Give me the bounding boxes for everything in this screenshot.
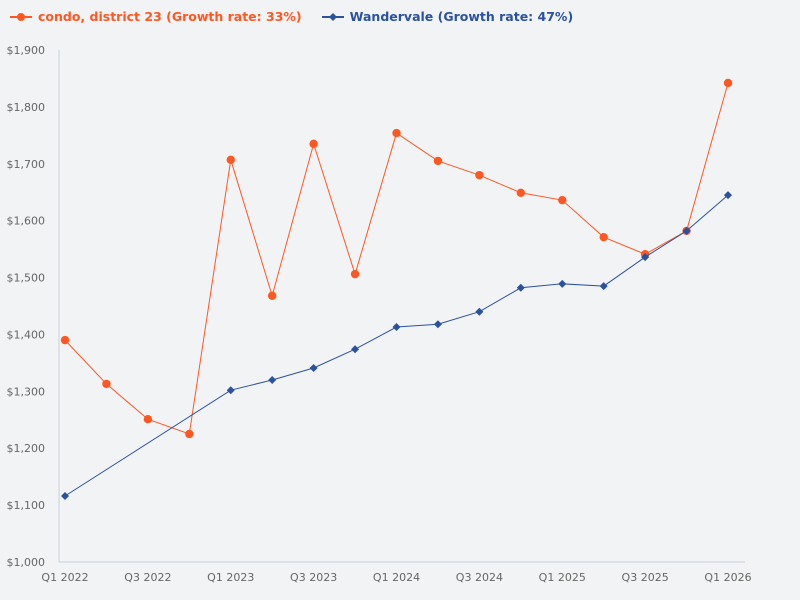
y-tick-label: $1,700 — [7, 158, 46, 171]
data-point — [309, 364, 318, 373]
data-point — [516, 283, 525, 292]
series-line-1 — [64, 194, 729, 497]
data-point — [641, 253, 650, 262]
data-point — [392, 323, 401, 332]
y-tick-label: $1,800 — [7, 101, 46, 114]
circle-marker-icon — [10, 12, 32, 21]
y-tick-label: $1,900 — [7, 44, 46, 57]
legend-label: Wandervale (Growth rate: 47%) — [349, 9, 574, 24]
data-point — [102, 379, 111, 389]
data-point — [392, 128, 401, 138]
x-tick-label: Q1 2024 — [373, 571, 420, 584]
x-tick-label: Q3 2023 — [290, 571, 337, 584]
legend-item-wandervale[interactable]: Wandervale (Growth rate: 47%) — [321, 9, 574, 24]
data-point — [599, 232, 608, 242]
data-point — [475, 170, 484, 180]
legend-label: condo, district 23 (Growth rate: 33%) — [38, 9, 302, 24]
data-point — [723, 78, 733, 88]
data-point — [267, 291, 277, 300]
data-point — [309, 139, 318, 149]
y-tick-label: $1,600 — [7, 215, 46, 228]
data-point — [226, 155, 235, 164]
data-point — [682, 226, 691, 235]
y-tick-label: $1,500 — [7, 272, 46, 285]
data-point — [558, 279, 567, 288]
x-tick-label: Q1 2023 — [207, 571, 254, 584]
y-tick-label: $1,400 — [7, 328, 46, 341]
legend-item-condo[interactable]: condo, district 23 (Growth rate: 33%) — [10, 9, 302, 24]
x-tick-label: Q1 2025 — [539, 571, 586, 584]
y-tick-label: $1,100 — [7, 499, 46, 512]
data-point — [351, 345, 360, 354]
data-point — [433, 320, 442, 329]
data-point — [433, 156, 443, 166]
y-tick-label: $1,000 — [7, 556, 46, 569]
data-point — [350, 269, 360, 279]
data-point — [516, 188, 526, 197]
x-tick-label: Q3 2025 — [622, 571, 669, 584]
data-point — [268, 375, 277, 384]
x-tick-label: Q1 2022 — [41, 571, 88, 584]
data-point — [475, 307, 484, 316]
data-point — [61, 492, 69, 501]
y-tick-label: $1,300 — [7, 385, 46, 398]
data-point — [60, 335, 70, 345]
y-tick-label: $1,200 — [7, 442, 46, 455]
data-point — [185, 429, 194, 439]
x-tick-label: Q3 2022 — [124, 571, 171, 584]
x-tick-label: Q3 2024 — [456, 571, 503, 584]
diamond-marker-icon — [321, 12, 344, 21]
data-point — [724, 191, 732, 200]
x-tick-label: Q1 2026 — [704, 571, 751, 584]
data-point — [226, 386, 235, 395]
data-point — [599, 282, 608, 291]
legend: condo, district 23 (Growth rate: 33%) Wa… — [10, 9, 573, 24]
data-point — [143, 415, 153, 424]
data-point — [558, 195, 567, 205]
